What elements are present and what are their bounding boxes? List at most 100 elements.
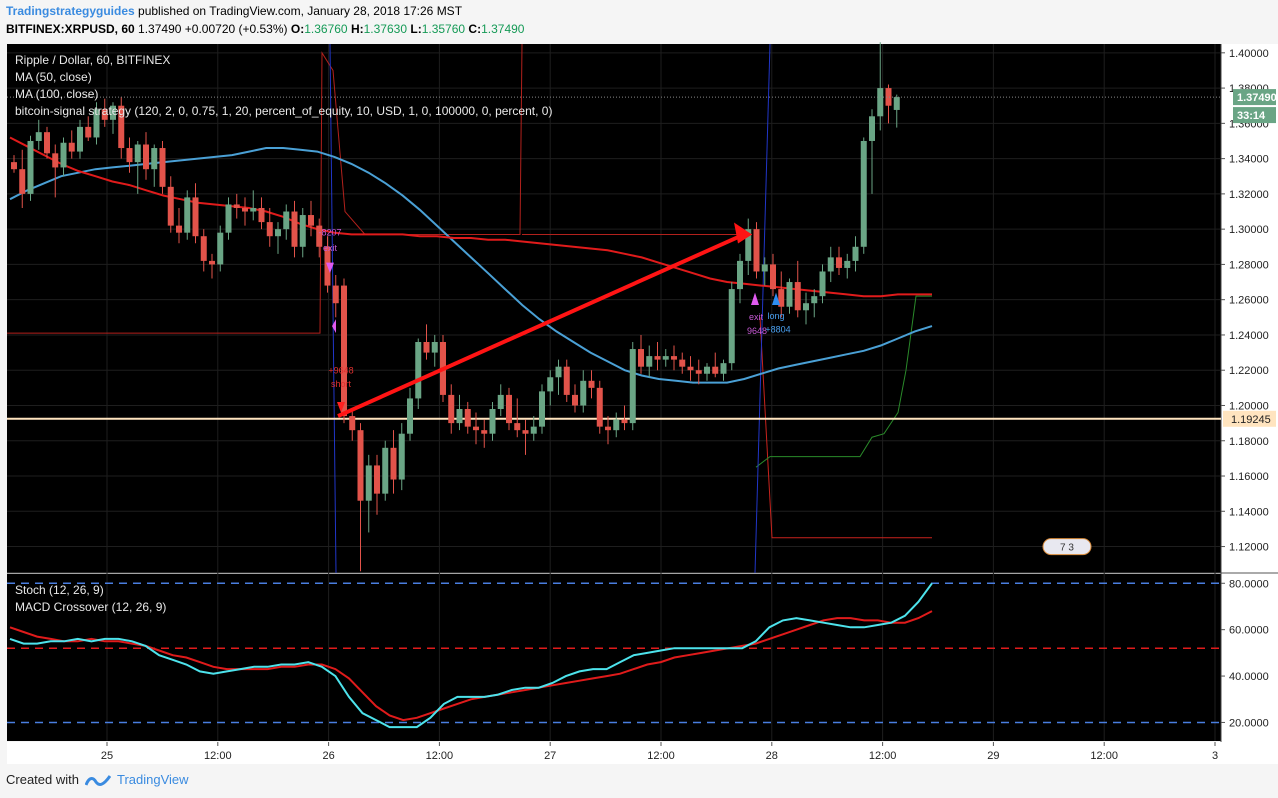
candle-body [621, 419, 628, 424]
y-tick-label: 1.24000 [1229, 330, 1269, 342]
entry-vline [329, 43, 337, 574]
candle-body [770, 264, 776, 290]
legend-strategy[interactable]: bitcoin-signal strategy (120, 2, 0, 0.75… [15, 104, 553, 118]
trade-arrow-line [337, 232, 745, 418]
time-axis[interactable] [7, 742, 1278, 764]
candle-body [473, 426, 479, 431]
candle-body [489, 409, 496, 434]
price-axis[interactable] [1221, 44, 1278, 742]
long-arrow-icon [772, 292, 780, 305]
y-tick-label: 1.14000 [1229, 506, 1269, 518]
strategy-green-line [755, 295, 932, 468]
candle-body [811, 296, 818, 304]
candle-body [126, 148, 133, 163]
last-price-badge-bg [1233, 89, 1276, 106]
candle-body [250, 207, 257, 212]
candle-body [522, 430, 529, 434]
countdown-badge: 33:14 [1237, 110, 1266, 122]
candle-body [365, 465, 372, 501]
candle-body [85, 126, 92, 138]
exit-signal-label: exit [323, 243, 338, 253]
candle-body [679, 359, 686, 367]
price-pane[interactable] [7, 44, 1221, 573]
x-tick-label: 12:00 [1090, 750, 1118, 762]
candle-body [415, 342, 422, 399]
candle-body [151, 148, 158, 170]
tradingview-logo-icon [84, 774, 111, 786]
high-label: H: [350, 22, 364, 36]
publish-text: published on TradingView.com, January 28… [134, 4, 463, 18]
long-signal-label: long [767, 311, 784, 321]
footer-brand[interactable]: TradingView [116, 772, 189, 787]
candle-body [827, 257, 834, 272]
x-tick-label: 28 [766, 750, 778, 762]
candle-body [778, 289, 785, 307]
candle-body [844, 260, 851, 268]
legend-macd[interactable]: MACD Crossover (12, 26, 9) [15, 600, 167, 614]
level-badge-bg [1223, 410, 1276, 427]
close-value: 1.37490 [481, 22, 525, 36]
candle-body [629, 349, 636, 424]
oscillator-pane[interactable] [7, 574, 1221, 741]
candle-body [803, 303, 809, 311]
candle-body [819, 271, 826, 297]
candle-body [456, 409, 463, 424]
author-link[interactable]: Tradingstrategyguides [6, 4, 135, 18]
candle-body [596, 387, 603, 427]
y-tick-label: 1.40000 [1229, 48, 1269, 60]
legend-symbol[interactable]: Ripple / Dollar, 60, BITFINEX [15, 53, 171, 67]
chart-area[interactable]: 1.400001.380001.360001.340001.320001.300… [0, 40, 1278, 769]
chart-svg[interactable]: 1.400001.380001.360001.340001.320001.300… [0, 40, 1278, 764]
candle-body [225, 204, 232, 233]
candle-body [654, 356, 661, 360]
x-tick-label: 12:00 [426, 750, 454, 762]
y-tick-label: 80.0000 [1229, 578, 1269, 590]
y-tick-label: 40.0000 [1229, 671, 1269, 683]
candle-body [266, 222, 273, 237]
y-tick-label: 20.0000 [1229, 717, 1269, 729]
candle-body [134, 144, 141, 163]
x-tick-label: 12:00 [204, 750, 232, 762]
candle-body [60, 142, 67, 168]
candle-body [374, 465, 380, 494]
candle-body [332, 285, 339, 304]
candle-body [745, 229, 752, 261]
y-tick-label: 1.26000 [1229, 295, 1269, 307]
y-tick-label: 1.12000 [1229, 542, 1269, 554]
candle-body [258, 207, 265, 223]
candle-body [35, 132, 42, 141]
candle-body [44, 132, 50, 154]
candle-body [530, 426, 537, 434]
y-tick-label: 1.28000 [1229, 259, 1269, 271]
candle-body [885, 88, 892, 106]
candle-body [860, 140, 867, 247]
low-value: 1.35760 [421, 22, 466, 36]
high-value: 1.37630 [363, 22, 408, 36]
footer: Created with TradingView [6, 772, 189, 787]
events-badge[interactable] [1042, 538, 1092, 556]
candle-body [242, 207, 248, 212]
candle-body [448, 394, 455, 424]
open-value: 1.36760 [304, 22, 348, 36]
candle-body [291, 211, 298, 247]
candle-body [192, 197, 199, 237]
candle-body [52, 153, 59, 168]
candle-body [580, 380, 587, 406]
candle-body [159, 148, 166, 187]
candle-body [110, 105, 116, 120]
legend-stoch[interactable]: Stoch (12, 26, 9) [15, 583, 104, 597]
legend-ma100[interactable]: MA (100, close) [15, 87, 99, 101]
candle-body [786, 282, 793, 307]
x-tick-label: 3 [1212, 750, 1218, 762]
candle-body [712, 366, 719, 374]
y-tick-label: 60.0000 [1229, 625, 1269, 637]
candle-body [19, 169, 26, 194]
legend-ma50[interactable]: MA (50, close) [15, 70, 92, 84]
candle-body [588, 380, 595, 388]
countdown-bg [1233, 107, 1276, 124]
x-tick-label: 29 [987, 750, 999, 762]
candle-body [877, 88, 884, 117]
candle-body [514, 423, 521, 431]
exit2-signal-value: 9648 [747, 326, 767, 336]
candle-body [638, 349, 644, 367]
